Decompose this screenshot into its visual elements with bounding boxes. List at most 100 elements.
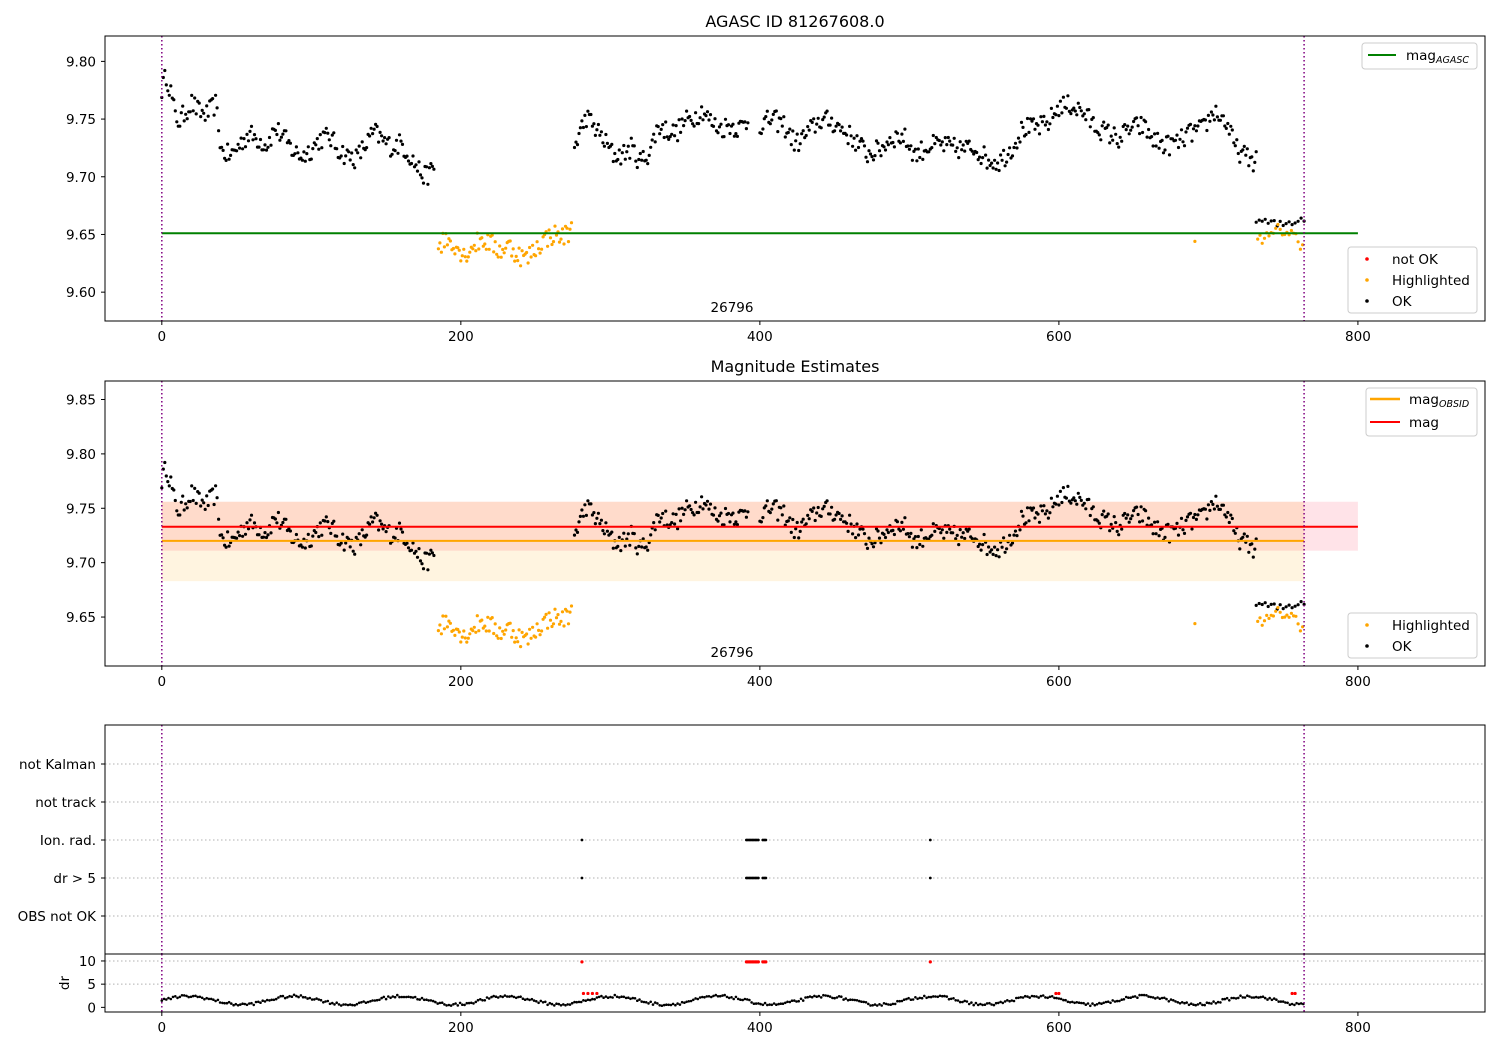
data-point-ok [997,168,1001,173]
data-point-ok [1175,521,1179,526]
data-point-highlighted [526,642,530,646]
dr-point [1196,1003,1200,1006]
data-point-ok [604,132,608,137]
data-point-ok [193,486,197,490]
data-point-ok [341,144,345,149]
plot-frame [104,953,1486,1013]
data-point-ok [854,148,858,152]
data-point-ok [1154,144,1158,148]
data-point-ok [996,161,1000,165]
data-point-ok [353,166,357,170]
data-point-ok [188,110,192,114]
dr-point [272,998,276,1002]
data-point-ok [689,118,693,122]
dr-point [1140,993,1144,997]
data-point-ok [800,132,804,136]
data-point-ok [332,131,336,135]
data-point-highlighted [516,259,520,263]
dr-point [250,1001,253,1005]
data-point-ok [939,531,943,535]
data-point-ok [864,542,868,546]
data-point-ok [683,119,687,123]
data-point-ok [590,513,595,517]
data-point-ok [368,522,372,526]
data-point-highlighted [501,629,505,633]
dr-point [1010,999,1014,1002]
data-point-ok [840,514,844,518]
data-point-ok [1042,114,1046,118]
data-point-ok [1061,95,1065,99]
dr-point [1149,995,1153,999]
flag-row-label: not Kalman [19,757,96,773]
data-point-ok [616,157,620,162]
data-point-ok [372,516,376,520]
data-point-ok [580,119,584,123]
data-point-ok [825,499,829,503]
data-point-ok [700,105,704,109]
dr-point [1057,997,1061,1000]
data-point-ok [610,142,614,146]
data-point-ok [1049,106,1053,110]
data-point-ok [1141,519,1145,523]
data-point-highlighted [1256,619,1260,624]
data-point-ok [816,116,820,120]
data-point-ok [375,513,379,517]
dr-point [981,1003,984,1007]
dr-point [1176,1001,1180,1004]
data-point-ok [704,503,708,507]
flag-point [580,876,584,880]
data-point-ok [179,111,183,115]
data-point-ok [1221,503,1225,507]
dr-point [963,999,966,1003]
dr-point [288,994,291,998]
data-point-ok [246,527,251,531]
data-point-highlighted [525,632,529,636]
data-point-ok [1215,115,1219,119]
data-point-ok [342,548,346,552]
data-point-ok [1027,519,1031,523]
data-point-highlighted [511,629,515,633]
data-point-ok [309,544,313,548]
data-point-highlighted [483,242,487,246]
data-point-ok [641,149,645,154]
dr-point [952,997,955,1000]
dr-point [613,993,617,997]
data-point-ok [743,509,747,513]
dr-point [223,1001,226,1005]
dr-point [1006,999,1009,1002]
dr-point [236,1004,240,1007]
data-point-ok [891,528,895,533]
data-point-ok [689,507,693,512]
data-point-ok [424,165,429,169]
data-point-ok [184,502,188,506]
data-point-ok [273,128,277,132]
data-point-ok [705,110,710,114]
dr-point-flagged [1293,991,1297,996]
data-point-ok [1129,128,1133,132]
data-point-highlighted [477,629,481,633]
dr-point [465,1001,469,1005]
data-point-ok [1218,118,1222,122]
data-point-ok [834,124,838,128]
data-point-ok [1105,126,1109,130]
dr-point [826,994,830,998]
dr-point [1203,1003,1206,1007]
data-point-ok [1206,503,1210,507]
data-point-ok [399,527,403,531]
data-point-ok [199,504,203,508]
data-point-highlighted [1193,622,1197,626]
data-point-ok [659,127,663,131]
dr-point [896,999,899,1003]
data-point-highlighted [490,616,494,620]
data-point-ok [378,130,382,134]
data-point-highlighted [474,630,478,634]
data-point-ok [1088,125,1092,129]
data-point-ok [214,484,218,488]
dr-point [1214,1002,1218,1005]
data-point-ok [1257,601,1261,606]
dr-point [1192,1003,1195,1006]
data-point-ok [415,169,420,173]
data-point-ok [764,115,768,119]
data-point-highlighted [495,252,499,256]
data-point-ok [939,143,943,147]
